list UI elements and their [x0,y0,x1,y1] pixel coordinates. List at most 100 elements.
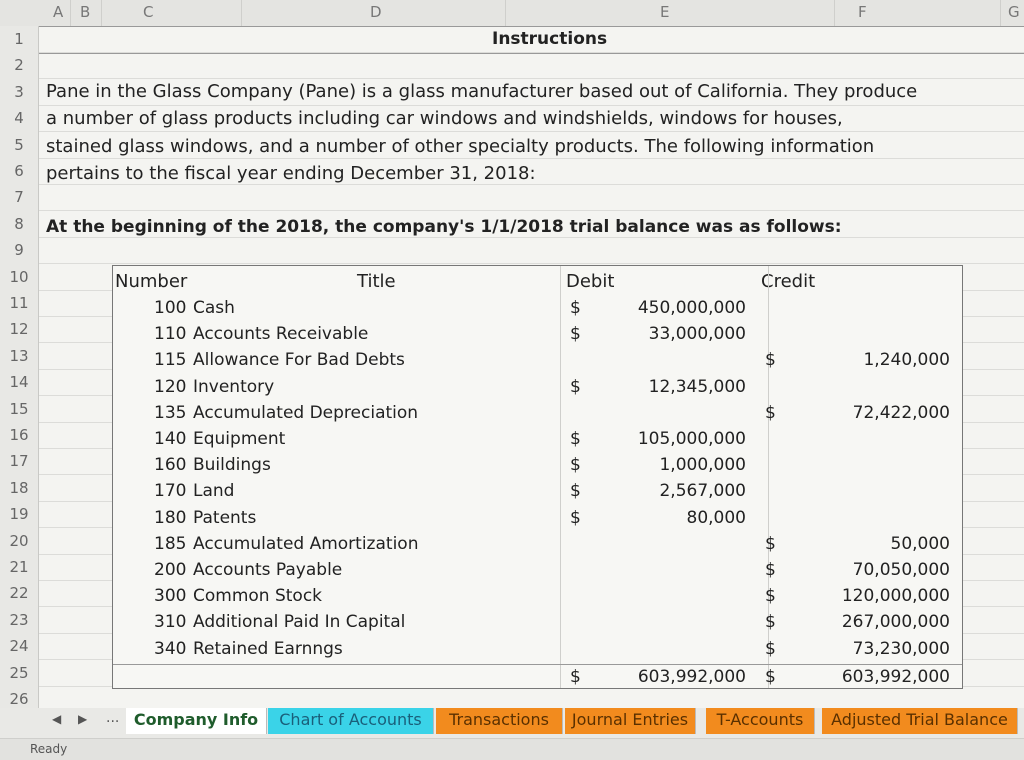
row-header-15[interactable]: 15 [9,399,29,418]
debit-amount: 80,000 [686,507,746,528]
credit-amount: 72,422,000 [852,402,950,423]
debit-amount: 1,000,000 [659,455,746,476]
sheet-title: Instructions [492,29,608,49]
row-header-16[interactable]: 16 [9,426,29,444]
sheet-tab-adjusted-trial-balance[interactable]: Adjusted Trial Balance [822,708,1018,734]
tab-scroll-next-icon[interactable]: ▶ [78,712,88,726]
column-header-e[interactable]: E [660,3,670,21]
row-header-bar: 1 2 3 4 5 6 7 8 9 10 11 12 13 14 15 16 17 18 19 20 21 22 23 24 2… [0,26,39,711]
column-separator [505,0,506,26]
row-gridline [39,131,1024,133]
total-divider [113,663,962,665]
column-separator [1000,0,1001,26]
debit-amount: 2,567,000 [659,481,746,502]
column-header-b[interactable]: B [80,3,91,21]
row-header-23[interactable]: 23 [9,610,29,629]
row-header-3[interactable]: 3 [14,82,24,101]
paragraph-line: pertains to the fiscal year ending Decem… [46,162,536,184]
row-header-13[interactable]: 13 [9,346,29,365]
column-header-c[interactable]: C [143,3,154,21]
account-number: 110 [154,324,187,345]
column-separator [70,0,71,26]
debit-currency: $ [570,298,581,318]
row-header-9[interactable]: 9 [14,241,24,260]
total-debit-currency: $ [570,666,581,687]
sheet-tab-transactions[interactable]: Transactions [436,708,563,734]
account-number: 135 [154,402,187,423]
account-number: 300 [154,586,187,607]
row-header-18[interactable]: 18 [9,478,29,497]
header-credit: Credit [761,271,816,292]
row-header-26[interactable]: 26 [9,690,29,708]
account-title: Equipment [193,429,286,449]
debit-currency: $ [570,507,581,528]
sheet-tab-company-info[interactable]: Company Info [126,708,267,734]
column-header-g[interactable]: G [1008,3,1020,21]
account-number: 120 [154,376,187,397]
debit-amount: 105,000,000 [637,429,746,449]
credit-currency: $ [765,612,776,633]
credit-currency: $ [765,560,776,580]
debit-currency: $ [570,481,581,502]
column-header-d[interactable]: D [370,3,382,21]
paragraph-line: Pane in the Glass Company (Pane) is a gl… [46,81,918,102]
intro-text: At the beginning of the 2018, the compan… [46,217,842,237]
row-header-11[interactable]: 11 [9,294,29,312]
status-bar: Ready [0,738,1024,760]
column-header-f[interactable]: F [858,3,867,21]
paragraph-line: stained glass windows, and a number of o… [46,135,875,157]
row-gridline [39,52,1024,53]
tab-scroll-prev-icon[interactable]: ◀ [52,712,62,726]
account-title: Additional Paid In Capital [193,612,406,633]
column-separator [834,0,835,26]
row-header-2[interactable]: 2 [14,56,24,75]
account-number: 170 [154,481,187,502]
credit-amount: 267,000,000 [841,612,950,633]
row-gridline [39,157,1024,159]
row-header-5[interactable]: 5 [14,135,24,154]
account-title: Inventory [193,376,275,397]
row-header-8[interactable]: 8 [14,214,24,233]
account-number: 160 [154,455,187,476]
account-title: Land [193,481,235,502]
row-header-22[interactable]: 22 [9,584,29,603]
row-header-1[interactable]: 1 [14,30,24,48]
row-header-20[interactable]: 20 [9,531,29,550]
row-gridline [39,184,1024,185]
account-title: Accounts Payable [193,560,343,580]
account-title: Accumulated Depreciation [193,402,419,423]
credit-currency: $ [765,533,776,554]
debit-currency: $ [570,429,581,449]
row-header-25[interactable]: 25 [9,663,29,682]
row-header-6[interactable]: 6 [14,162,24,180]
sheet-tab-journal-entries[interactable]: Journal Entries [565,708,696,734]
row-header-24[interactable]: 24 [9,637,29,656]
account-title: Retained Earnngs [193,638,343,659]
paragraph-line: a number of glass products including car… [46,108,843,130]
sheet-tab-chart-of-accounts[interactable]: Chart of Accounts [268,708,434,734]
account-number: 185 [154,533,187,554]
table-column-divider [560,266,561,688]
account-title: Common Stock [193,586,323,607]
sheet-tabs-bar: ◀ ▶ ... Company Info Chart of Accounts Tra… [0,708,1024,738]
row-header-4[interactable]: 4 [14,109,24,128]
row-header-21[interactable]: 21 [9,558,29,576]
header-title: Title [357,271,396,292]
row-header-17[interactable]: 17 [9,452,29,471]
row-header-14[interactable]: 14 [9,373,29,392]
row-header-12[interactable]: 12 [9,320,29,339]
column-header-a[interactable]: A [53,3,64,21]
row-header-10[interactable]: 10 [9,267,29,286]
total-credit: 603,992,000 [841,666,950,687]
credit-amount: 73,230,000 [852,638,950,659]
account-title: Patents [193,507,257,528]
account-title: Accounts Receivable [193,324,369,345]
row-header-19[interactable]: 19 [9,505,29,524]
sheet-tab-t-accounts[interactable]: T-Accounts [706,708,815,734]
credit-currency: $ [765,350,776,371]
debit-currency: $ [570,455,581,476]
more-tabs-icon[interactable]: ... [106,710,120,726]
row-header-7[interactable]: 7 [14,188,24,207]
account-number: 200 [154,560,187,580]
